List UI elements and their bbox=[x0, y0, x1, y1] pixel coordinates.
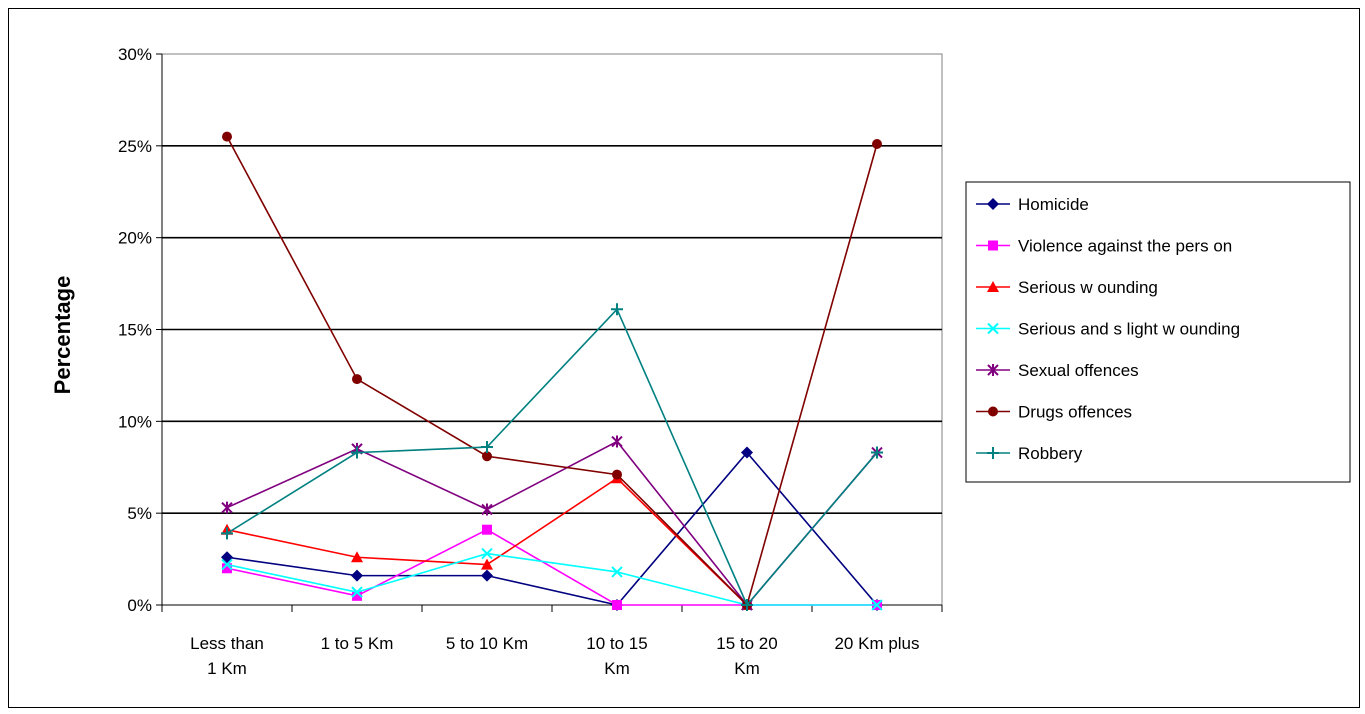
legend-marker bbox=[987, 281, 999, 292]
legend-item: Serious w ounding bbox=[976, 278, 1158, 297]
y-tick-label: 15% bbox=[118, 321, 152, 340]
legend-label: Drugs offences bbox=[1018, 403, 1132, 422]
data-point bbox=[741, 599, 753, 611]
series-robbery bbox=[221, 303, 883, 611]
data-point bbox=[481, 547, 493, 560]
data-point bbox=[221, 558, 233, 571]
legend-item: Violence against the pers on bbox=[976, 237, 1232, 256]
legend-marker bbox=[988, 406, 998, 417]
x-tick-label: 20 Km plus bbox=[834, 634, 919, 653]
y-tick-label: 10% bbox=[118, 412, 152, 431]
x-tick-label: 5 to 10 Km bbox=[446, 634, 528, 653]
series-line bbox=[226, 136, 878, 607]
legend-marker bbox=[987, 198, 999, 210]
legend: Homicide Violence against the pers on Seri… bbox=[965, 181, 1351, 483]
series-line bbox=[226, 552, 877, 606]
legend-label: Sexual offences bbox=[1018, 361, 1139, 380]
legend-label: Violence against the pers on bbox=[1018, 237, 1232, 256]
data-point bbox=[352, 590, 362, 601]
data-point bbox=[611, 303, 623, 316]
data-point bbox=[741, 446, 753, 459]
data-point bbox=[221, 501, 233, 514]
legend-label: Robbery bbox=[1018, 444, 1083, 463]
legend-item: Homicide bbox=[976, 195, 1089, 214]
y-tick-label: 25% bbox=[118, 137, 152, 156]
legend-item: Sexual offences bbox=[976, 361, 1139, 380]
y-tick-label: 20% bbox=[118, 229, 152, 248]
data-point bbox=[481, 558, 493, 570]
legend-label: Serious w ounding bbox=[1018, 278, 1158, 297]
series-line bbox=[226, 307, 878, 607]
legend-item: Serious and s light w ounding bbox=[976, 320, 1240, 339]
series-line bbox=[226, 451, 878, 606]
x-tick-label: 10 to 15 Km bbox=[586, 634, 647, 678]
legend-label: Homicide bbox=[1018, 195, 1089, 214]
data-point bbox=[222, 563, 232, 574]
data-point bbox=[482, 524, 492, 535]
legend-marker bbox=[987, 322, 999, 335]
data-point bbox=[221, 527, 233, 540]
y-tick-label: 0% bbox=[127, 596, 152, 615]
legend-marker bbox=[987, 364, 999, 376]
data-point bbox=[612, 469, 622, 480]
plot-area: 0% 5% 10% 15% 20% 25% 30% Less than 1 Km 1 to 5 K… bbox=[118, 45, 943, 678]
data-point bbox=[351, 551, 363, 563]
series-drugs-offences bbox=[222, 131, 882, 610]
legend-label: Serious and s light w ounding bbox=[1018, 320, 1240, 339]
legend-item: Robbery bbox=[976, 444, 1083, 463]
y-axis-title: Percentage bbox=[50, 276, 75, 395]
x-tick-label: 1 to 5 Km bbox=[321, 634, 394, 653]
data-point bbox=[222, 131, 232, 142]
legend-marker bbox=[987, 447, 999, 459]
legend-box bbox=[965, 181, 1351, 483]
data-point bbox=[351, 586, 363, 598]
data-point bbox=[351, 446, 363, 459]
data-point bbox=[871, 446, 883, 459]
data-point bbox=[481, 503, 493, 516]
data-point bbox=[352, 374, 362, 385]
x-tick-label: Less than 1 Km bbox=[190, 634, 264, 678]
data-point bbox=[482, 451, 492, 462]
y-tick-label: 5% bbox=[127, 504, 152, 523]
y-tick-label: 30% bbox=[118, 45, 152, 64]
data-point bbox=[611, 566, 623, 578]
data-point bbox=[481, 441, 493, 454]
x-tick-label: 15 to 20 Km bbox=[716, 634, 777, 678]
data-point bbox=[351, 569, 363, 582]
data-point bbox=[611, 435, 623, 448]
data-point bbox=[871, 599, 883, 611]
data-point bbox=[481, 569, 493, 582]
legend-item: Drugs offences bbox=[976, 403, 1132, 422]
data-point bbox=[612, 600, 622, 610]
data-point bbox=[872, 138, 882, 149]
legend-marker bbox=[988, 240, 998, 251]
